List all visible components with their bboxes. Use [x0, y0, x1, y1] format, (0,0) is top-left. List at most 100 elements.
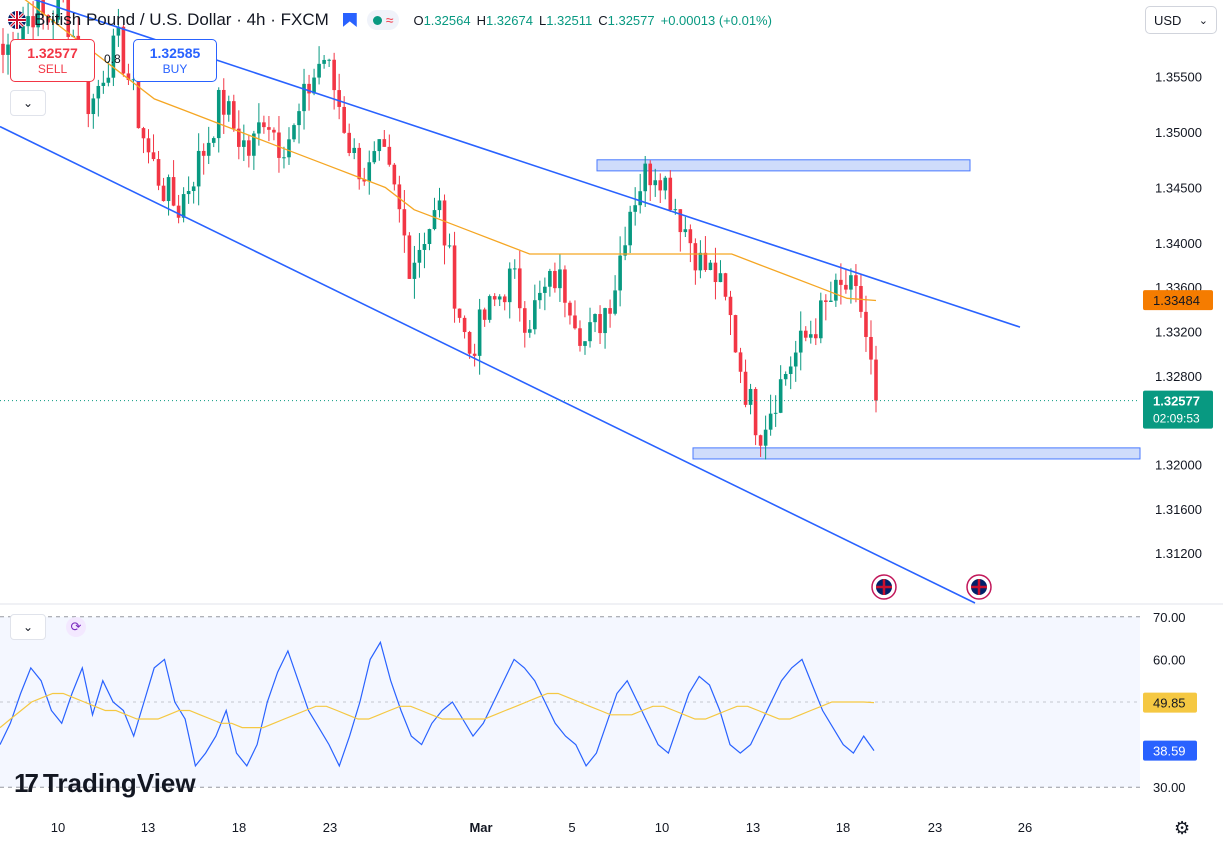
candle-body [648, 163, 653, 186]
market-status-pill[interactable]: ≈ [366, 10, 400, 30]
candle-body [758, 435, 763, 446]
candle-body [753, 388, 758, 436]
time-tick-label: 13 [141, 820, 155, 835]
candle-body [347, 132, 351, 154]
candle-body [166, 177, 171, 202]
candle-body [603, 308, 607, 334]
candle-body [312, 77, 316, 94]
sell-button[interactable]: 1.32577 SELL [10, 39, 95, 82]
candle-body [778, 379, 783, 413]
rsi-label-bg [1143, 740, 1197, 761]
price-tick-label: 1.34000 [1155, 236, 1202, 251]
candle-body [487, 296, 492, 320]
candle-body [277, 132, 281, 158]
candle-body [357, 147, 362, 180]
candle-body [86, 71, 91, 115]
indicator-sync-icon[interactable]: ⟳ [66, 617, 86, 637]
candle-body [728, 296, 733, 316]
candle-body [216, 89, 221, 139]
time-tick-label: 13 [746, 820, 760, 835]
price-tick-label: 1.34500 [1155, 180, 1202, 195]
candle-body [628, 211, 632, 246]
candle-body [447, 245, 452, 247]
candle-body [477, 309, 482, 356]
channel-lower-line [0, 125, 976, 604]
candle-body [638, 191, 642, 206]
spread-value: 0.8 [104, 52, 121, 66]
sell-price: 1.32577 [27, 45, 78, 61]
symbol-header[interactable]: British Pound / U.S. Dollar · 4h · FXCM … [8, 8, 772, 32]
candle-body [849, 275, 853, 290]
candle-body [854, 275, 858, 287]
candle-body [743, 371, 748, 405]
candle-body [583, 341, 587, 346]
candle-body [798, 330, 803, 353]
candle-body [613, 290, 617, 314]
symbol-title: British Pound / U.S. Dollar · 4h · FXCM [34, 10, 329, 29]
ma-value-label-bg [1143, 290, 1213, 311]
last-price-label: 1.32577 [1153, 394, 1200, 409]
candle-body [292, 125, 296, 140]
candle-body [748, 388, 753, 405]
rsi-ma-label-bg [1143, 692, 1197, 713]
candle-body [783, 374, 788, 380]
collapse-indicator-button[interactable]: ⌄ [10, 614, 46, 640]
candle-body [618, 255, 622, 291]
candle-body [397, 184, 402, 210]
candle-body [578, 328, 582, 346]
candle-body [297, 111, 301, 126]
buy-button[interactable]: 1.32585 BUY [133, 39, 217, 82]
rsi-tick-label: 70.00 [1153, 610, 1186, 625]
candle-body [66, 0, 71, 37]
tradingview-logo[interactable]: 17 TradingView [14, 768, 196, 799]
candle-body [497, 296, 502, 300]
candle-body [337, 90, 341, 107]
candle-body [718, 273, 723, 283]
candle-body [392, 164, 397, 185]
candle-body [678, 209, 683, 233]
candle-body [101, 82, 106, 86]
currency-select[interactable]: USD ⌄ [1145, 6, 1217, 34]
time-tick-label: 5 [568, 820, 575, 835]
time-tick-label: 10 [51, 820, 65, 835]
candle-body [96, 85, 101, 99]
candle-body [136, 79, 141, 129]
time-tick-label: 26 [1018, 820, 1032, 835]
candle-body [372, 151, 377, 163]
candle-body [563, 269, 567, 303]
candle-body [452, 245, 457, 309]
candle-body [698, 252, 703, 271]
candle-body [457, 308, 462, 318]
candle-body [869, 336, 873, 360]
sell-label: SELL [37, 62, 68, 76]
candle-body [322, 59, 326, 64]
candle-body [382, 139, 387, 147]
logo-text: TradingView [42, 768, 196, 798]
rsi-tick-label: 60.00 [1153, 652, 1186, 667]
candle-body [683, 229, 688, 233]
collapse-legend-button[interactable]: ⌄ [10, 90, 46, 116]
candle-body [412, 262, 417, 279]
candle-body [151, 152, 156, 160]
candle-body [427, 229, 432, 245]
candle-body [221, 89, 226, 115]
candle-body [713, 262, 718, 283]
price-tick-label: 1.32800 [1155, 369, 1202, 384]
settings-gear-icon[interactable]: ⚙ [1174, 818, 1191, 838]
candle-body [788, 366, 793, 375]
bookmark-icon[interactable] [342, 13, 357, 27]
candle-body [472, 353, 477, 356]
chevron-down-icon: ⌄ [22, 96, 34, 110]
candle-body [387, 146, 392, 165]
candle-body [111, 35, 116, 78]
candle-body [844, 284, 848, 290]
candle-body [176, 205, 181, 218]
support-resistance-zone [692, 447, 1141, 460]
candle-body [417, 249, 422, 263]
candle-body [231, 101, 236, 129]
candle-body [528, 329, 532, 333]
price-tick-label: 1.33200 [1155, 325, 1202, 340]
candle-body [31, 16, 35, 28]
candle-body [126, 73, 131, 81]
